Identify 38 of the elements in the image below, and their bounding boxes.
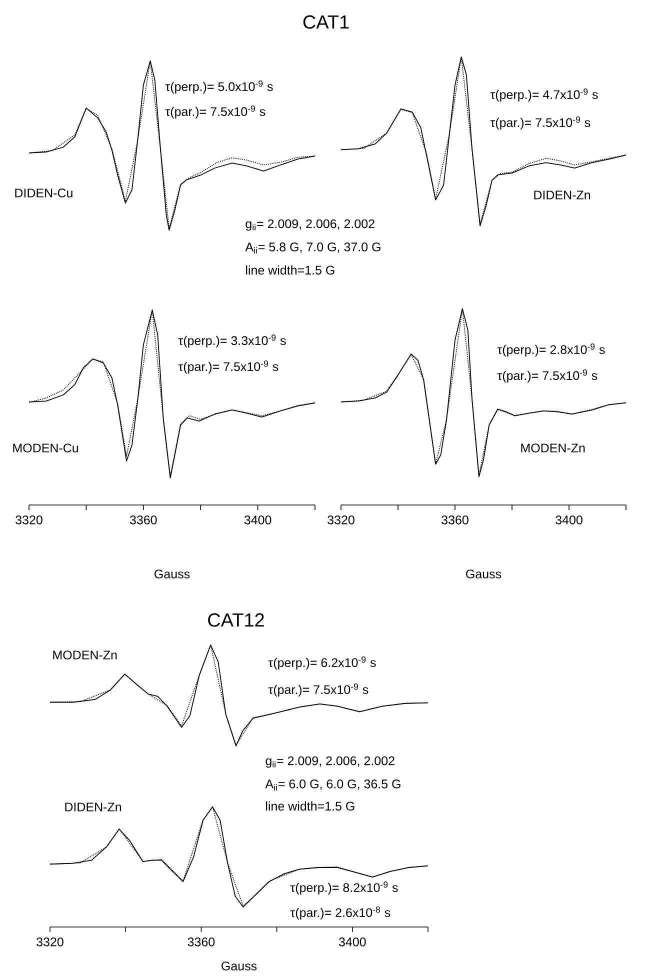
annotation: g$_{ii}$= 2.009, 2.006, 2.002 [266, 756, 394, 768]
annotation: τ(par.)= 7.5x10$^{-9}$ s [490, 116, 590, 130]
annotation: A$_{ii}$= 6.0 G, 6.0 G, 36.5 G [265, 780, 400, 790]
annotation: τ(perp.)= 5.0x10$^{-9}$ s [165, 80, 273, 94]
x-axis-title: Gauss [154, 570, 190, 578]
x-axis-title: Gauss [466, 570, 502, 578]
annotation: A$_{ii}$= 5.8 G, 7.0 G, 37.0 G [245, 242, 380, 254]
x-axis-title: Gauss [222, 962, 257, 970]
chart-title: CAT1 [303, 15, 349, 29]
annotation: τ(par.)= 2.6x10$^{-8}$ s [290, 906, 390, 920]
x-tick-label: 3360 [442, 516, 468, 524]
x-tick-label: 3400 [556, 516, 582, 524]
x-tick-label: 3320 [328, 516, 354, 524]
x-tick-label: 3320 [36, 938, 64, 946]
annotation: MODEN-Zn [53, 650, 117, 660]
annotation: line width=1.5 G [266, 801, 354, 811]
annotation: MODEN-Zn [521, 444, 585, 452]
annotation: τ(par.)= 7.5x10$^{-9}$ s [178, 360, 278, 374]
x-tick-label: 3360 [188, 938, 215, 946]
annotation: τ(perp.)= 3.3x10$^{-9}$ s [178, 334, 286, 348]
annotation: τ(par.)= 7.5x10$^{-9}$ s [268, 683, 368, 697]
annotation: DIDEN-Zn [65, 802, 122, 812]
annotation: τ(perp.)= 8.2x10$^{-9}$ s [290, 881, 398, 895]
annotation: τ(perp.)= 6.2x10$^{-9}$ s [268, 656, 376, 670]
chart-title: CAT12 [208, 613, 264, 627]
x-tick-label: 3400 [338, 938, 366, 946]
annotation: DIDEN-Cu [15, 188, 72, 198]
annotation: line width=1.5 G [246, 265, 334, 275]
annotation: τ(perp.)= 4.7x10$^{-9}$ s [490, 88, 598, 102]
annotation: τ(par.)= 7.5x10$^{-9}$ s [165, 105, 266, 119]
x-tick-label: 3400 [244, 516, 272, 524]
annotation: τ(par.)= 7.5x10$^{-9}$ s [497, 369, 598, 383]
x-tick-label: 3360 [130, 516, 157, 524]
annotation: MODEN-Cu [13, 444, 78, 452]
x-tick-label: 3320 [16, 516, 42, 524]
annotation: g$_{ii}$= 2.009, 2.006, 2.002 [246, 219, 374, 231]
annotation: DIDEN-Zn [534, 190, 590, 200]
annotation: τ(perp.)= 2.8x10$^{-9}$ s [497, 343, 605, 357]
